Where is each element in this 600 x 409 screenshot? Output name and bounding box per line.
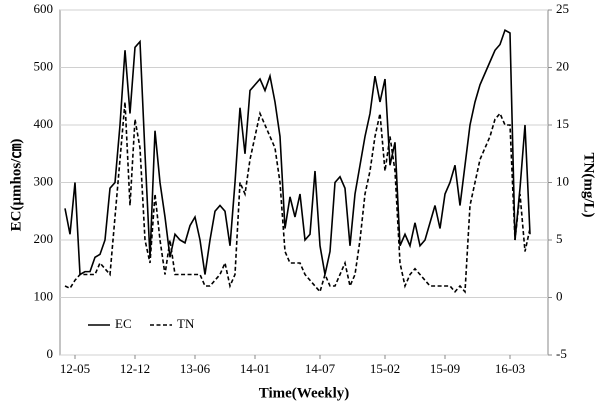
x-tick-label: 15-09 — [430, 361, 460, 376]
legend-label: EC — [115, 316, 132, 331]
y2-tick-label: -5 — [556, 346, 567, 361]
y2-tick-label: 15 — [556, 116, 569, 131]
x-tick-label: 15-02 — [370, 361, 400, 376]
line-series — [64, 28, 531, 276]
x-tick-label: 13-06 — [180, 361, 211, 376]
y2-tick-label: 20 — [556, 58, 569, 73]
y-tick-label: 600 — [34, 1, 54, 16]
x-tick-label: 16-03 — [495, 361, 525, 376]
y2-tick-label: 10 — [556, 173, 569, 188]
line-series — [64, 101, 531, 294]
y2-axis-title: TN(mg/L) — [581, 153, 597, 218]
y2-tick-label: 25 — [556, 1, 569, 16]
x-axis-title: Time(Weekly) — [259, 385, 350, 401]
y-tick-label: 100 — [34, 288, 54, 303]
y-axis-title: EC(μmhos/㎝) — [8, 139, 24, 232]
y-tick-label: 300 — [34, 173, 54, 188]
y-tick-label: 500 — [34, 58, 54, 73]
y-tick-label: 200 — [34, 231, 54, 246]
legend-label: TN — [177, 316, 195, 331]
y-tick-label: 400 — [34, 116, 54, 131]
y-tick-label: 0 — [47, 346, 54, 361]
x-tick-label: 12-12 — [120, 361, 150, 376]
x-tick-label: 12-05 — [60, 361, 90, 376]
y2-tick-label: 0 — [556, 288, 563, 303]
x-tick-label: 14-01 — [240, 361, 270, 376]
y2-tick-label: 5 — [556, 231, 563, 246]
x-tick-label: 14-07 — [305, 361, 336, 376]
